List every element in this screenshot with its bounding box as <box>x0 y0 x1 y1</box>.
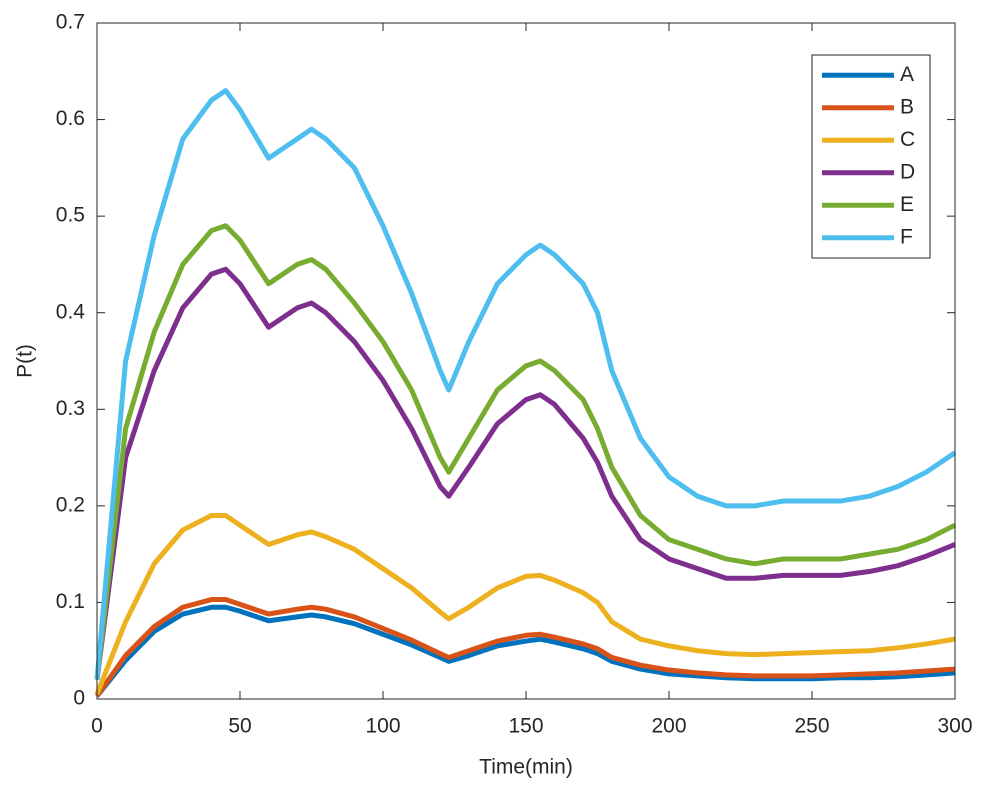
series-line <box>94 597 956 698</box>
legend-label: F <box>900 225 913 248</box>
legend-label: A <box>900 63 914 86</box>
series-line <box>94 266 956 681</box>
legend-label: C <box>900 128 915 151</box>
y-tick-label: 0.7 <box>56 11 85 34</box>
plot-frame <box>96 22 956 700</box>
y-tick-label: 0.2 <box>56 493 85 516</box>
x-tick-label: 150 <box>508 715 543 738</box>
y-axis-label: P(t) <box>14 344 37 378</box>
x-axis-label: Time(min) <box>479 756 573 779</box>
x-tick-label: 200 <box>651 715 686 738</box>
y-tick-label: 0 <box>73 687 85 710</box>
legend-label: D <box>900 160 915 183</box>
series-line <box>94 513 956 696</box>
series-line <box>94 223 957 680</box>
legend-label: E <box>900 193 914 216</box>
y-tick-label: 0.3 <box>56 397 85 420</box>
x-tick-label: 50 <box>228 715 251 738</box>
y-tick-label: 0.4 <box>56 300 86 323</box>
legend-label: B <box>900 95 914 118</box>
series-line <box>95 604 956 698</box>
y-tick-label: 0.1 <box>56 590 85 613</box>
x-tick-label: 250 <box>794 715 829 738</box>
legend-box <box>811 54 931 259</box>
y-tick-label: 0.5 <box>56 204 85 227</box>
x-tick-label: 100 <box>365 715 400 738</box>
x-tick-label: 300 <box>937 715 972 738</box>
series-line <box>94 88 957 680</box>
x-tick-label: 0 <box>91 715 103 738</box>
y-tick-label: 0.6 <box>56 107 85 130</box>
